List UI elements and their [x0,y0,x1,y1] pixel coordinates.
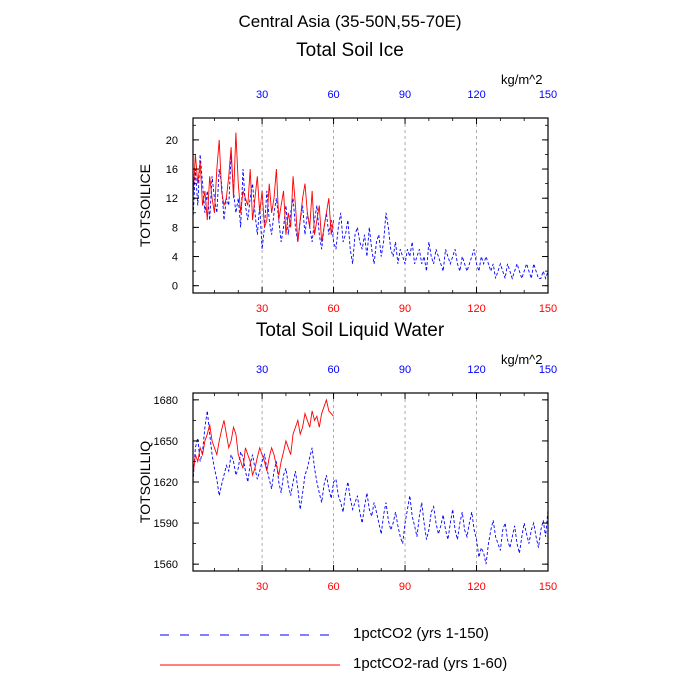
panel-2-series-red-line [192,398,334,477]
panel-2-x-tick-label-bottom: 60 [327,581,339,593]
panel-1-series-red-line [192,132,335,243]
panel-2-units: kg/m^2 [501,352,543,367]
panel-2-x-tick-label-bottom: 30 [256,581,268,593]
panel-1-y-tick-label: 12 [166,193,178,205]
panel-2-y-tick-label: 1560 [154,559,178,571]
panel-1-title: Total Soil Ice [296,40,404,61]
panel-2-plot-frame [192,392,549,572]
panel-2-x-tick-label-top: 30 [256,364,268,376]
panel-2-x-tick-label-top: 60 [327,364,339,376]
panel-2-y-tick-label: 1620 [154,477,178,489]
panel-2-y-axis-label: TOTSOILLIQ [137,441,153,523]
panel-1-x-tick-label-top: 150 [539,89,557,101]
legend-swatch-blue [160,634,340,636]
panel-2-y-tick-label: 1680 [154,395,178,407]
legend-label-red: 1pctCO2-rad (yrs 1-60) [353,655,508,672]
legend-swatch-red [160,664,340,666]
panel-1-units: kg/m^2 [501,72,543,87]
panel-1-series-blue-line [192,154,549,280]
panel-2-x-tick-label-bottom: 90 [399,581,411,593]
panel-2-x-tick-label-top: 90 [399,364,411,376]
panel-1-x-tick-label-bottom: 150 [539,303,557,315]
panel-2-x-tick-label-top: 150 [539,364,557,376]
panel-2-x-tick-label-bottom: 150 [539,581,557,593]
figure-title: Central Asia (35-50N,55-70E) [238,12,462,31]
panel-2-x-tick-label-top: 120 [467,364,485,376]
panel-2-x-tick-label-bottom: 120 [467,581,485,593]
panel-1-plot-frame [192,117,549,294]
panel-1-x-tick-label-bottom: 120 [467,303,485,315]
panel-2-y-tick-label: 1650 [154,436,178,448]
panel-1-y-tick-label: 4 [172,252,178,264]
panel-1-y-tick-label: 16 [166,164,178,176]
panel-1-x-tick-label-top: 120 [467,89,485,101]
panel-1-x-tick-label-top: 60 [327,89,339,101]
panel-2-series-blue-line [192,410,549,565]
panel-2-y-tick-label: 1590 [154,518,178,530]
panel-2-title: Total Soil Liquid Water [255,320,445,341]
panel-1-x-tick-label-bottom: 90 [399,303,411,315]
legend-label-blue: 1pctCO2 (yrs 1-150) [353,625,489,642]
panel-1-x-tick-label-top: 30 [256,89,268,101]
panel-1-x-tick-label-bottom: 30 [256,303,268,315]
panel-1-y-tick-label: 0 [172,281,178,293]
panel-1-y-axis-label: TOTSOILICE [137,164,153,247]
panel-1-x-tick-label-top: 90 [399,89,411,101]
panel-1-x-tick-label-bottom: 60 [327,303,339,315]
panel-1-y-tick-label: 20 [166,135,178,147]
panel-1-y-tick-label: 8 [172,222,178,234]
